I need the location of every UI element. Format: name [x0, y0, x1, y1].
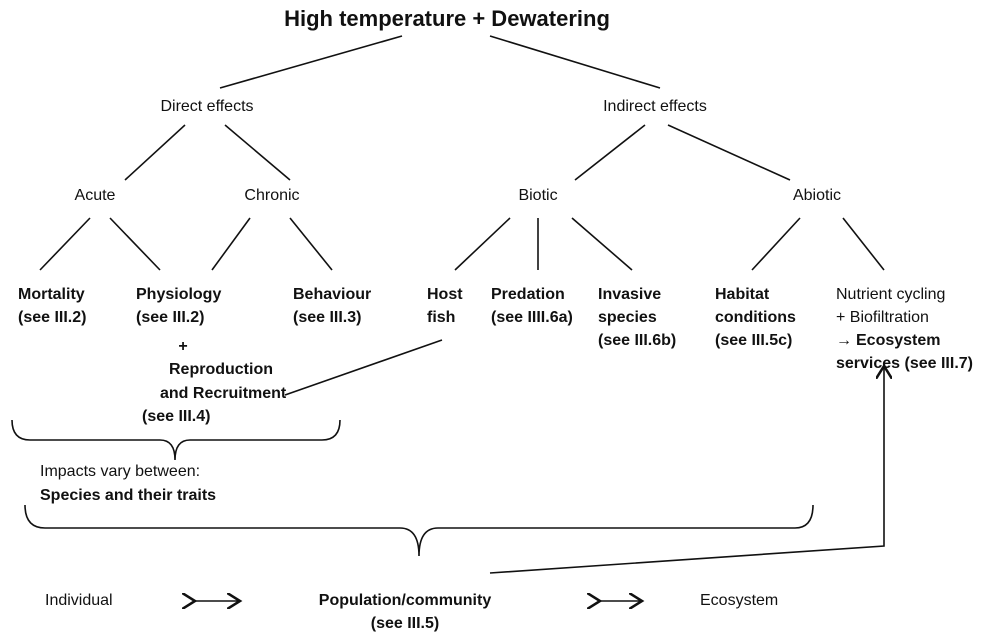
effect: Direct effects: [160, 98, 253, 115]
outcome: (see III.2): [136, 309, 204, 326]
reproduction: and Recruitment: [160, 385, 287, 402]
scale-label: Individual: [45, 592, 113, 609]
outcome: (see IIII.6a): [491, 309, 573, 326]
outcome: Nutrient cycling: [836, 286, 945, 303]
type: Abiotic: [793, 187, 841, 204]
outcome: conditions: [715, 309, 796, 326]
type: Acute: [75, 187, 116, 204]
outcome: Predation: [491, 286, 565, 303]
outcome: Behaviour: [293, 286, 371, 303]
outcome: Habitat: [715, 286, 770, 303]
outcome: Ecosystem: [856, 332, 941, 349]
reproduction: (see III.4): [142, 408, 210, 425]
outcome: Host: [427, 286, 463, 303]
effect: Indirect effects: [603, 98, 707, 115]
scale-label: Ecosystem: [700, 592, 778, 609]
impacts: Species and their traits: [40, 487, 216, 504]
title: High temperature + Dewatering: [284, 6, 610, 31]
outcome: Invasive: [598, 286, 661, 303]
outcome: services (see III.7): [836, 355, 973, 372]
outcome: Mortality: [18, 286, 85, 303]
outcome: (see III.3): [293, 309, 361, 326]
type: Chronic: [244, 187, 299, 204]
type: Biotic: [518, 187, 557, 204]
outcome: species: [598, 309, 657, 326]
scale-label: (see III.5): [371, 615, 439, 632]
outcome: Physiology: [136, 286, 221, 303]
impacts: Impacts vary between:: [40, 463, 200, 480]
outcome-arrow: →: [836, 332, 852, 349]
outcome: + Biofiltration: [836, 309, 929, 326]
outcome: fish: [427, 309, 455, 326]
outcome: (see III.5c): [715, 332, 792, 349]
outcome: (see III.6b): [598, 332, 676, 349]
outcome: (see III.2): [18, 309, 86, 326]
plus: +: [178, 338, 187, 355]
connectors: [11, 35, 884, 601]
reproduction: Reproduction: [169, 361, 273, 378]
scale-label: Population/community: [319, 592, 492, 609]
